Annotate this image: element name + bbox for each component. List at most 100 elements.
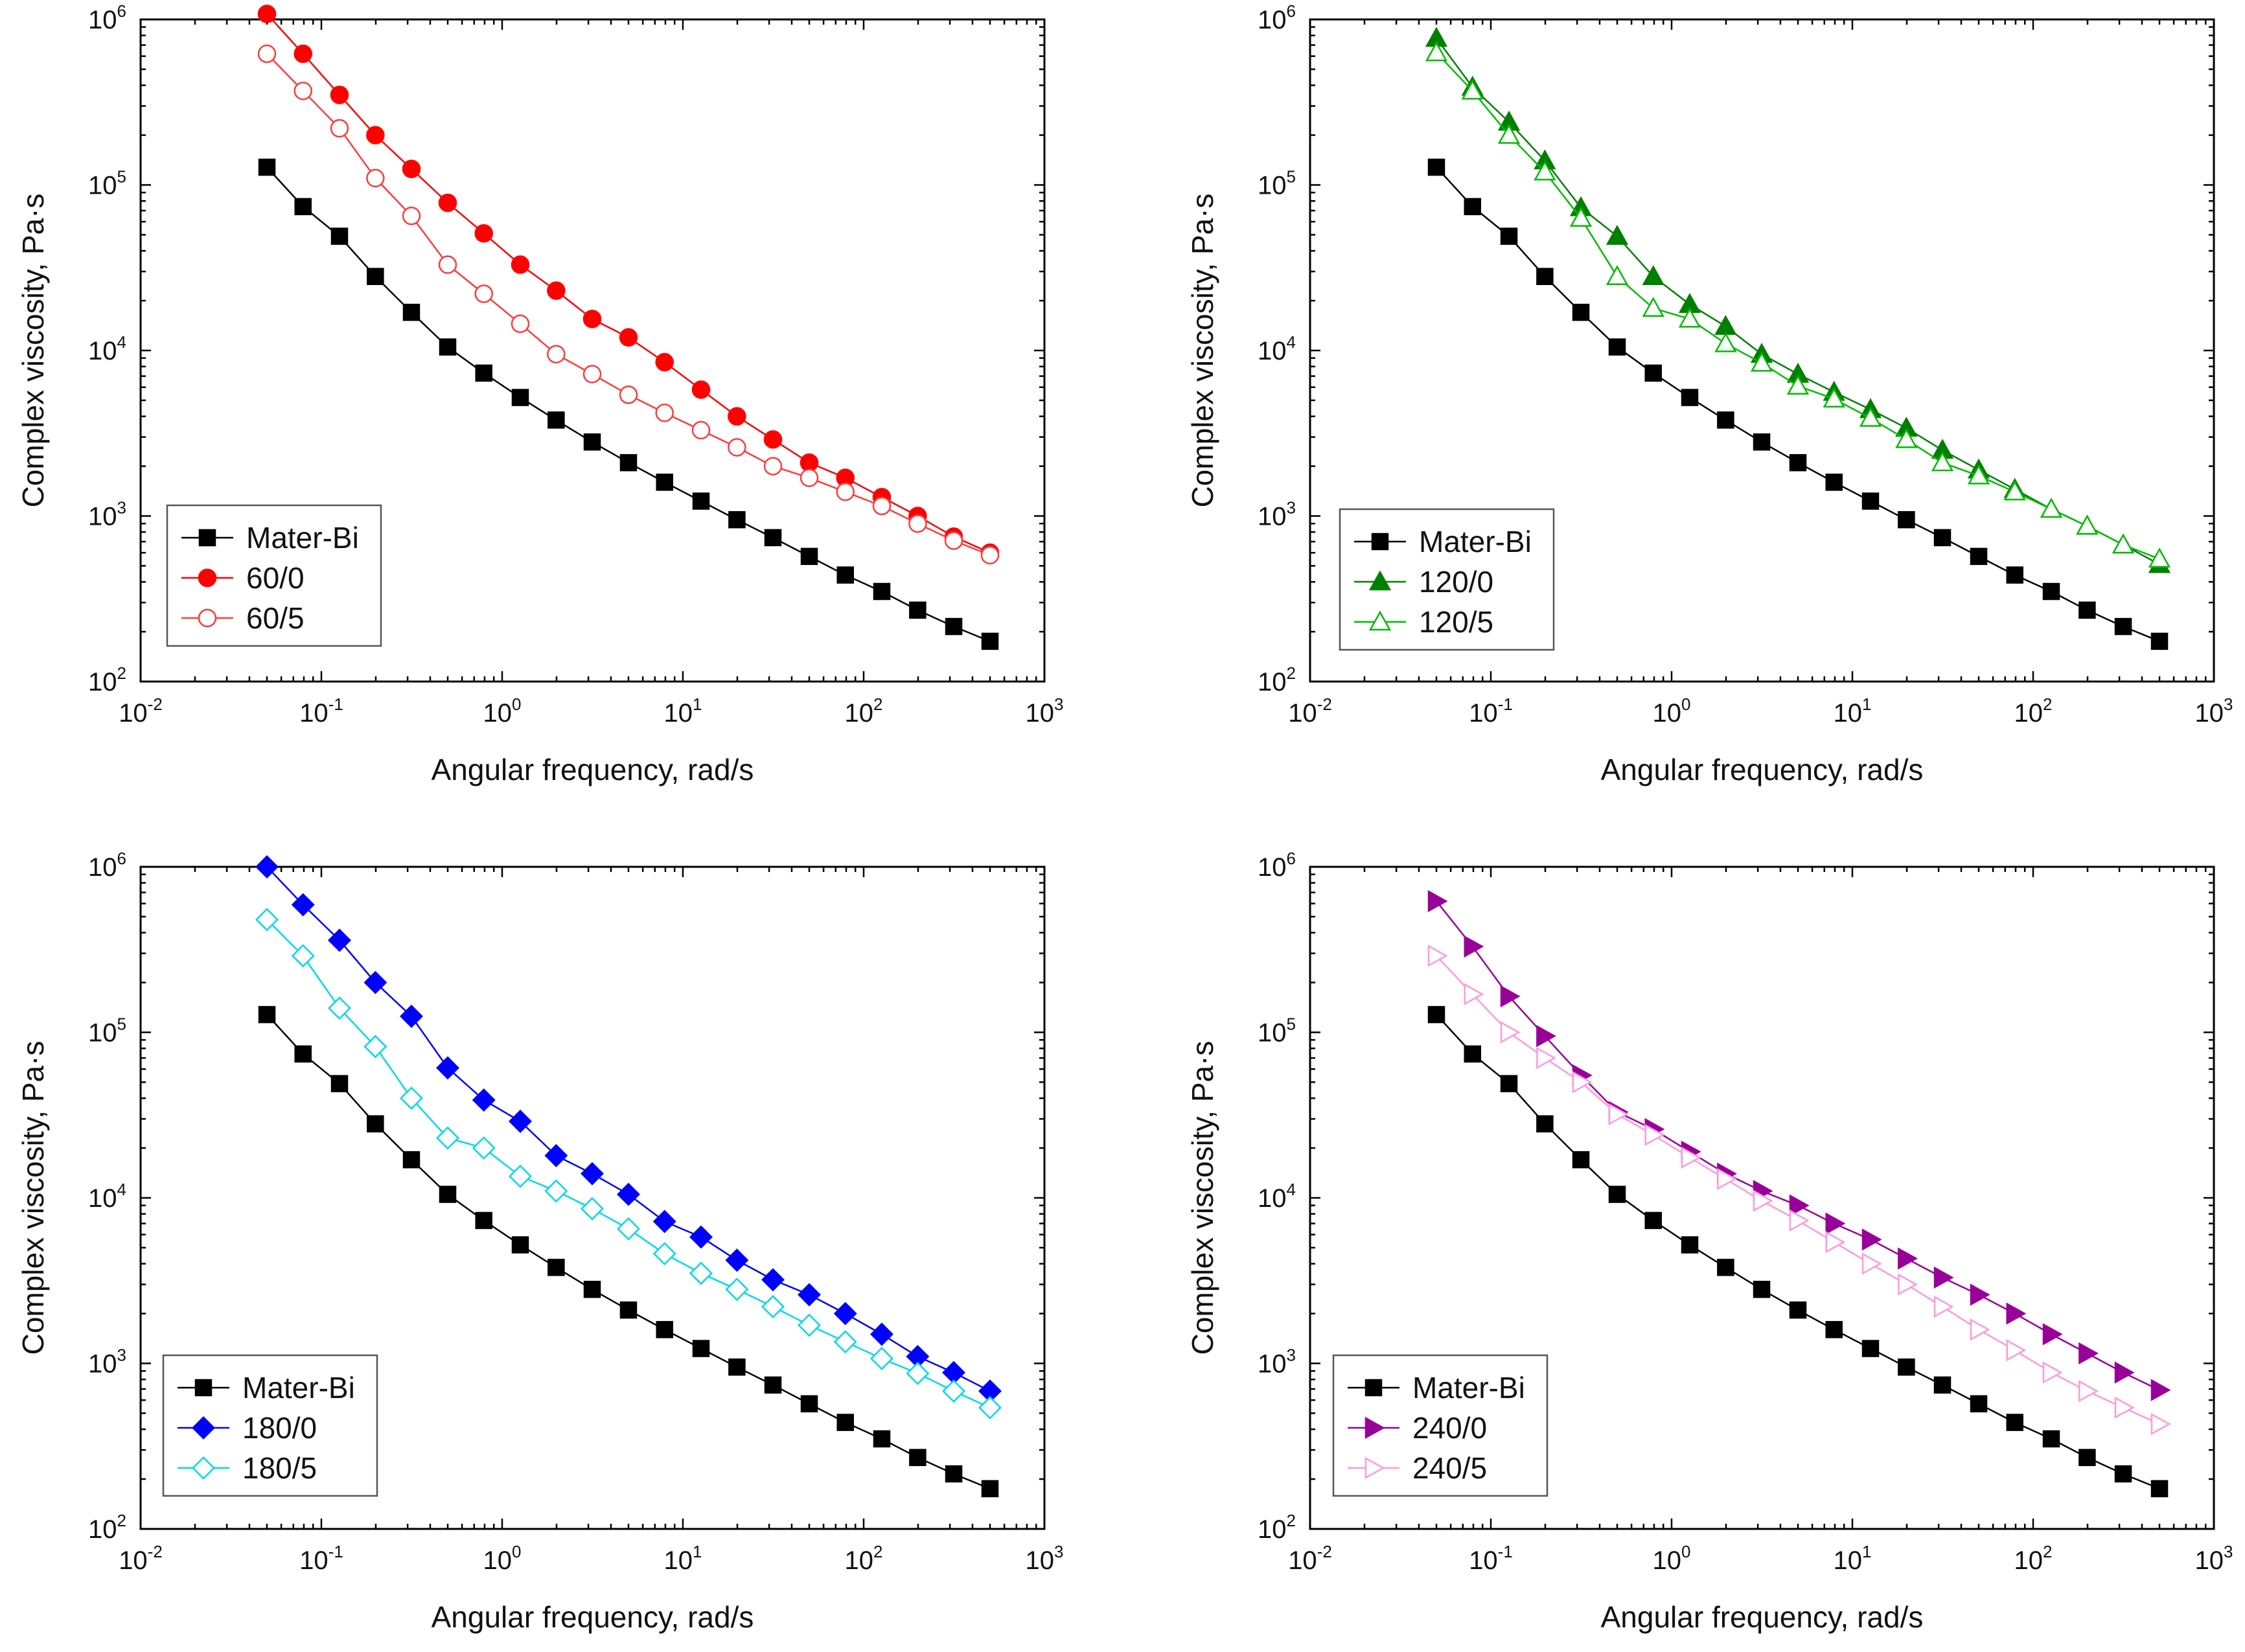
data-point bbox=[1933, 1266, 1954, 1289]
data-point bbox=[2006, 566, 2023, 584]
data-point bbox=[439, 338, 457, 356]
data-point bbox=[1500, 985, 1521, 1008]
data-point bbox=[402, 1151, 420, 1169]
data-point bbox=[833, 1302, 857, 1325]
data-point bbox=[2078, 1380, 2099, 1403]
data-point bbox=[1753, 433, 1771, 451]
x-tick-label: 100 bbox=[1653, 1542, 1691, 1575]
data-point bbox=[833, 1330, 857, 1354]
data-point bbox=[1970, 547, 1988, 566]
series-line bbox=[1435, 38, 2160, 566]
series-line bbox=[1436, 955, 2160, 1425]
legend: Mater-Bi 120/0 120/5 bbox=[1339, 508, 1555, 651]
data-point bbox=[652, 1242, 676, 1266]
data-point bbox=[692, 492, 710, 510]
data-point bbox=[581, 1197, 604, 1221]
data-point bbox=[472, 1136, 496, 1160]
data-point bbox=[1789, 1209, 1810, 1232]
y-tick-label: 105 bbox=[88, 1015, 126, 1048]
data-point bbox=[692, 1340, 710, 1357]
data-point bbox=[906, 1361, 930, 1385]
data-point bbox=[689, 1225, 713, 1249]
data-point bbox=[2042, 1323, 2063, 1346]
data-point bbox=[942, 1379, 965, 1403]
x-tick-label: 101 bbox=[664, 1542, 702, 1575]
data-point bbox=[2042, 1361, 2063, 1384]
data-point bbox=[619, 453, 638, 472]
data-point bbox=[439, 1186, 457, 1203]
data-point bbox=[544, 1143, 568, 1167]
data-point bbox=[1970, 1283, 1990, 1306]
y-axis-title: Complex viscosity, Pa·s bbox=[1186, 194, 1219, 508]
data-point bbox=[978, 1395, 1002, 1419]
legend-marker bbox=[1364, 1379, 1383, 1397]
axis-ticks bbox=[139, 18, 1046, 683]
data-point bbox=[2150, 1413, 2171, 1436]
data-point bbox=[945, 1465, 963, 1483]
data-point bbox=[2042, 582, 2060, 601]
legend-label: 180/0 bbox=[242, 1411, 317, 1445]
data-point bbox=[330, 227, 349, 245]
data-point bbox=[652, 1210, 676, 1233]
series-180/0 bbox=[255, 855, 1002, 1403]
data-point bbox=[2042, 1430, 2060, 1448]
data-point bbox=[870, 1322, 893, 1346]
data-point bbox=[655, 404, 674, 422]
data-point bbox=[981, 632, 999, 650]
data-point bbox=[2112, 533, 2135, 554]
data-point bbox=[1681, 1236, 1699, 1254]
data-point bbox=[945, 617, 963, 636]
data-point bbox=[2076, 514, 2099, 535]
x-tick-label: 103 bbox=[1026, 1542, 1064, 1575]
legend-label: 60/0 bbox=[246, 561, 305, 595]
data-point bbox=[2114, 1465, 2132, 1483]
data-point bbox=[1714, 315, 1737, 335]
legend-marker bbox=[1364, 1416, 1385, 1440]
data-point bbox=[1825, 1212, 1846, 1235]
legend-marker bbox=[1368, 570, 1392, 591]
data-point bbox=[1425, 41, 1448, 62]
data-point bbox=[1823, 387, 1845, 407]
data-point bbox=[328, 928, 351, 952]
data-point bbox=[1678, 307, 1701, 328]
data-point bbox=[1753, 1189, 1773, 1212]
x-tick-label: 103 bbox=[2195, 1542, 2233, 1575]
data-point bbox=[1861, 1252, 1882, 1275]
series-60/5 bbox=[257, 44, 1000, 565]
data-point bbox=[2150, 1379, 2171, 1401]
data-point bbox=[2114, 1361, 2135, 1384]
data-point bbox=[1717, 1259, 1734, 1276]
x-tick-label: 10-1 bbox=[299, 1542, 343, 1575]
y-axis-title: Complex viscosity, Pa·s bbox=[1186, 1041, 1219, 1355]
data-point bbox=[800, 1395, 818, 1413]
data-point bbox=[2078, 1449, 2096, 1467]
data-point bbox=[1786, 374, 1810, 395]
legend-marker bbox=[198, 529, 216, 547]
series-120/0 bbox=[1425, 27, 2171, 573]
data-point bbox=[798, 1313, 821, 1337]
data-point bbox=[1572, 1151, 1590, 1169]
data-point bbox=[1536, 1025, 1556, 1048]
data-point bbox=[582, 310, 602, 328]
axis-ticks bbox=[1309, 866, 2215, 1530]
data-point bbox=[294, 44, 312, 63]
data-point bbox=[1608, 1103, 1629, 1126]
data-point bbox=[728, 407, 746, 426]
y-axis-title: Complex viscosity, Pa·s bbox=[16, 194, 50, 508]
series-120/5 bbox=[1425, 41, 2171, 568]
data-point bbox=[1427, 945, 1448, 967]
axis-ticks bbox=[1309, 18, 2215, 683]
data-point bbox=[728, 1358, 746, 1376]
data-point bbox=[2078, 601, 2096, 619]
data-point bbox=[1536, 268, 1554, 286]
data-point bbox=[328, 996, 351, 1020]
data-point bbox=[1825, 474, 1843, 491]
data-point bbox=[1427, 889, 1448, 913]
data-point bbox=[363, 970, 387, 994]
data-point bbox=[367, 268, 384, 286]
data-point bbox=[1464, 983, 1484, 1005]
data-point bbox=[944, 531, 963, 550]
legend-label: Mater-Bi bbox=[1419, 525, 1532, 558]
y-tick-label: 103 bbox=[88, 498, 126, 531]
data-point bbox=[544, 1179, 568, 1203]
